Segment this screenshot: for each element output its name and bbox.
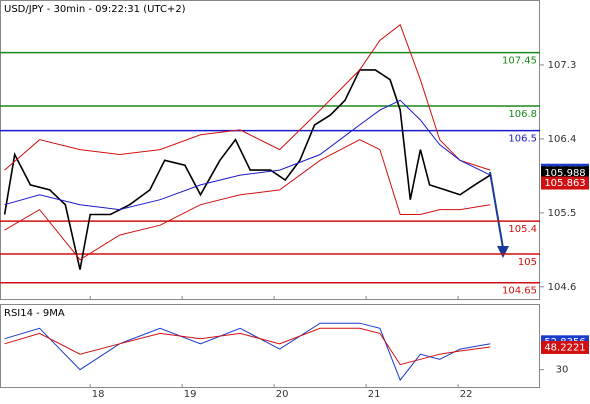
y-tick-label: 105.5 bbox=[548, 208, 577, 219]
price-badge bbox=[541, 176, 589, 190]
level-label: 107.45 bbox=[502, 56, 537, 67]
level-label: 104.65 bbox=[502, 286, 537, 297]
level-label: 105.4 bbox=[508, 224, 537, 235]
y-tick-label: 106.4 bbox=[548, 134, 577, 145]
series-line bbox=[4, 99, 491, 211]
price-badge-label: 48.2221 bbox=[544, 342, 585, 353]
x-tick-label: 19 bbox=[184, 389, 197, 400]
forecast-arrow bbox=[489, 171, 504, 249]
y-tick-label: 30 bbox=[556, 365, 569, 376]
rsi-panel bbox=[0, 304, 540, 388]
price-badge-label: 105.988 bbox=[544, 168, 585, 179]
x-tick-label: 20 bbox=[276, 389, 289, 400]
price-badge-label: 105.863 bbox=[544, 178, 585, 189]
chart-title: USD/JPY - 30min - 09:22:31 (UTC+2) bbox=[4, 4, 186, 15]
main-panel bbox=[0, 0, 540, 300]
y-tick-label: 104.6 bbox=[548, 282, 577, 293]
rsi-title: RSI14 - 9MA bbox=[4, 308, 65, 319]
x-tick-label: 18 bbox=[92, 389, 105, 400]
price-badge bbox=[541, 340, 589, 354]
level-label: 105 bbox=[518, 257, 537, 268]
forecast-arrowhead bbox=[497, 246, 509, 258]
series-line bbox=[4, 327, 491, 366]
series-line bbox=[4, 23, 491, 171]
price-badge bbox=[541, 166, 589, 180]
series-line bbox=[4, 139, 491, 261]
x-tick-label: 22 bbox=[460, 389, 473, 400]
y-tick-label: 107.3 bbox=[548, 60, 577, 71]
series-line bbox=[3, 69, 491, 270]
level-label: 106.8 bbox=[508, 109, 537, 120]
level-label: 106.5 bbox=[508, 134, 537, 145]
series-line bbox=[4, 322, 491, 382]
x-tick-label: 21 bbox=[368, 389, 381, 400]
